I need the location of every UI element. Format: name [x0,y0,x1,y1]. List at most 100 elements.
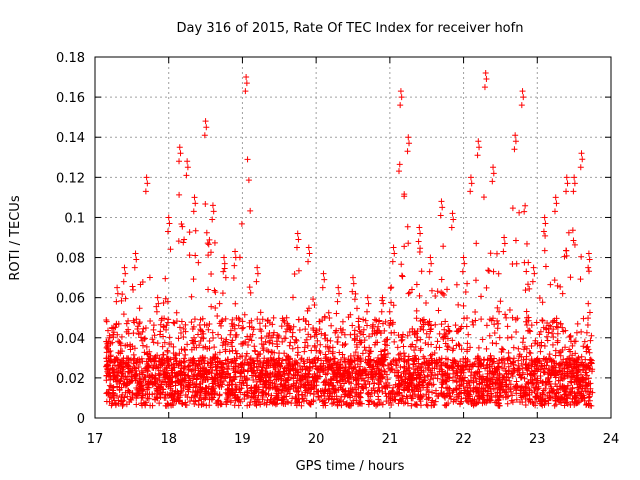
peak-point [184,164,191,171]
scatter-point [450,357,457,364]
scatter-point [365,401,372,408]
scatter-point [405,375,412,382]
peak-point [542,220,549,227]
scatter-point [351,296,358,303]
scatter-point [387,360,394,367]
scatter-point [411,347,418,354]
scatter-point [192,362,199,369]
scatter-point [510,344,517,351]
scatter-point [569,352,576,359]
scatter-point [564,372,571,379]
x-axis-label: GPS time / hours [296,459,405,474]
scatter-point [347,385,354,392]
scatter-point [305,321,312,328]
scatter-point [110,372,117,379]
scatter-point [513,328,520,335]
scatter-point [219,381,226,388]
scatter-point [326,357,333,364]
peak-point [585,264,592,271]
scatter-point [136,320,143,327]
scatter-point [178,371,185,378]
scatter-point [123,320,130,327]
scatter-point [488,355,495,362]
scatter-point [449,347,456,354]
scatter-point [253,402,260,409]
scatter-point [399,331,406,338]
y-tick-label: 0.12 [56,171,85,186]
scatter-point [227,327,234,334]
scatter-point [555,361,562,368]
scatter-point [381,368,388,375]
scatter-point [507,360,514,367]
peak-point [243,80,250,87]
scatter-point [420,326,427,333]
peak-point [166,220,173,227]
scatter-point [296,326,303,333]
scatter-point [263,378,270,385]
scatter-point [580,315,587,322]
peak-point [283,314,290,321]
scatter-point [104,389,111,396]
scatter-point [471,371,478,378]
scatter-point [379,388,386,395]
scatter-point [256,351,263,358]
scatter-point [527,350,534,357]
scatter-point [554,282,561,289]
scatter-point [104,342,111,349]
scatter-point [247,207,254,214]
scatter-point [325,364,332,371]
scatter-point [271,399,278,406]
scatter-point [490,385,497,392]
scatter-point [585,315,592,322]
scatter-point [496,402,503,409]
scatter-point [157,321,164,328]
scatter-point [207,360,214,367]
scatter-point [304,356,311,363]
scatter-point [414,334,421,341]
scatter-point [586,268,593,275]
scatter-point [145,363,152,370]
scatter-point [525,361,532,368]
scatter-point [325,396,332,403]
scatter-point [496,308,503,315]
scatter-point [186,398,193,405]
scatter-point [362,317,369,324]
scatter-point [133,401,140,408]
scatter-point [154,340,161,347]
scatter-point [198,386,205,393]
scatter-point [326,344,333,351]
scatter-point [509,399,516,406]
scatter-point [245,177,252,184]
scatter-point [426,379,433,386]
scatter-point [541,401,548,408]
scatter-point [209,329,216,336]
scatter-point [434,375,441,382]
scatter-point [449,337,456,344]
scatter-point [557,283,564,290]
scatter-point [262,384,269,391]
peak-point [305,258,312,265]
scatter-point [313,382,320,389]
scatter-point [453,397,460,404]
scatter-point [410,366,417,373]
scatter-point [108,402,115,409]
scatter-point [323,354,330,361]
scatter-point [498,383,505,390]
peak-point [531,270,538,277]
scatter-point [489,376,496,383]
scatter-point [158,317,165,324]
scatter-point [283,364,290,371]
scatter-point [139,279,146,286]
scatter-point [106,357,113,364]
scatter-point [537,373,544,380]
scatter-point [205,241,212,248]
scatter-point [126,388,133,395]
scatter-point [480,396,487,403]
scatter-point [130,286,137,293]
scatter-point [333,395,340,402]
scatter-point [435,307,442,314]
scatter-point [438,276,445,283]
scatter-point [288,400,295,407]
scatter-point [184,341,191,348]
scatter-point [555,395,562,402]
